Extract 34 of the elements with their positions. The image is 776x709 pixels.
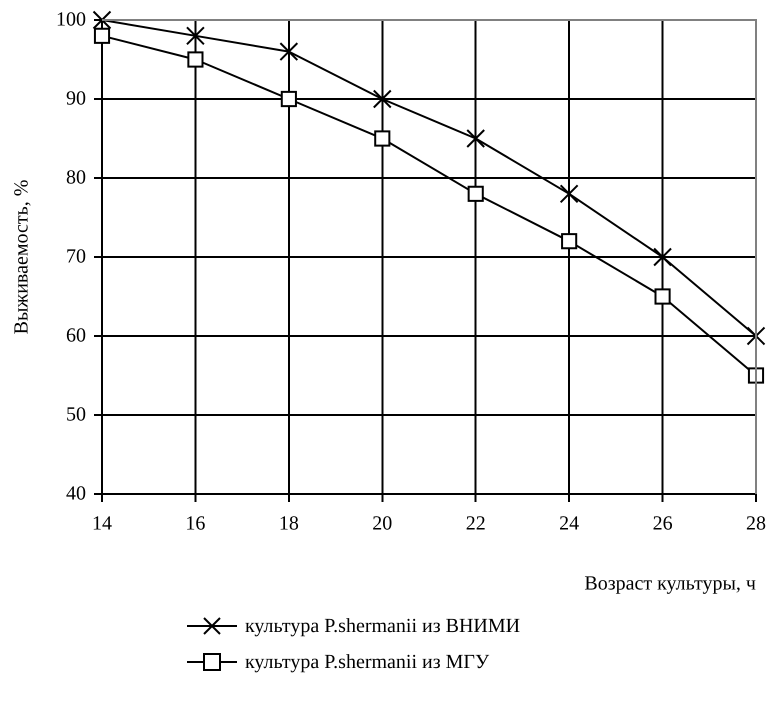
x-tick-label: 14: [92, 512, 112, 534]
point: [466, 129, 486, 148]
x-tick-label: 18: [278, 512, 299, 534]
y-tick-label: 90: [66, 87, 86, 110]
point: [372, 90, 392, 108]
point: [187, 51, 204, 68]
point: [560, 184, 579, 204]
point: [746, 326, 766, 346]
y-tick-label: 100: [56, 8, 86, 30]
point: [186, 26, 205, 46]
x-tick-label: 16: [185, 512, 206, 534]
point: [280, 90, 297, 108]
point: [468, 186, 484, 202]
x-tick-label: 24: [559, 512, 580, 534]
point: [374, 130, 390, 147]
point: [653, 248, 672, 266]
x-tick-label: 20: [372, 512, 392, 534]
point: [654, 288, 671, 305]
point: [561, 233, 578, 250]
y-tick-label: 40: [66, 482, 86, 504]
y-tick-label: 50: [66, 403, 86, 426]
x-tick-label: 28: [746, 512, 766, 534]
y-tick-label: 70: [66, 245, 86, 268]
legend-label: культура P.shermanii из МГУ: [245, 650, 490, 674]
point: [94, 28, 110, 44]
point: [92, 10, 112, 30]
legend-label: культура P.shermanii из ВНИМИ: [245, 614, 520, 638]
x-axis-title: Возраст культуры, ч: [584, 572, 756, 594]
point: [279, 42, 298, 62]
y-axis-title: Выживаемость, %: [10, 180, 32, 334]
x-tick-label: 26: [652, 512, 673, 534]
y-tick-label: 60: [66, 324, 86, 346]
x-tick-label: 22: [466, 512, 486, 534]
y-tick-label: 80: [66, 166, 86, 188]
